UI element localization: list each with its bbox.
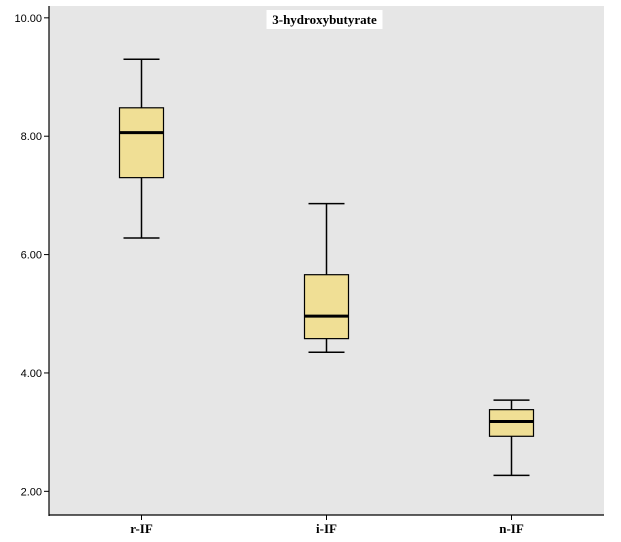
iqr-box bbox=[118, 107, 165, 179]
box-r-IF bbox=[118, 58, 165, 239]
x-axis: r-IF i-IF n-IF bbox=[49, 514, 604, 536]
chart-title-group: 3-hydroxybutyrate bbox=[266, 10, 383, 29]
x-tick-label: i-IF bbox=[316, 521, 337, 536]
chart-title: 3-hydroxybutyrate bbox=[272, 12, 377, 27]
chart-title-background bbox=[266, 10, 383, 29]
x-tick-label: r-IF bbox=[130, 521, 153, 536]
y-tick-label: 2.00 bbox=[21, 486, 42, 498]
y-axis: 2.00 4.00 6.00 8.00 10.00 bbox=[14, 6, 50, 516]
iqr-box bbox=[303, 274, 350, 340]
box-i-IF bbox=[303, 202, 350, 353]
x-tick-label: n-IF bbox=[499, 521, 524, 536]
y-tick-label: 6.00 bbox=[21, 250, 42, 262]
y-tick-label: 8.00 bbox=[21, 131, 42, 143]
y-tick-label: 10.00 bbox=[14, 13, 42, 25]
boxes-group bbox=[118, 58, 535, 477]
box-n-IF bbox=[488, 399, 535, 477]
y-tick-label: 4.00 bbox=[21, 368, 42, 380]
